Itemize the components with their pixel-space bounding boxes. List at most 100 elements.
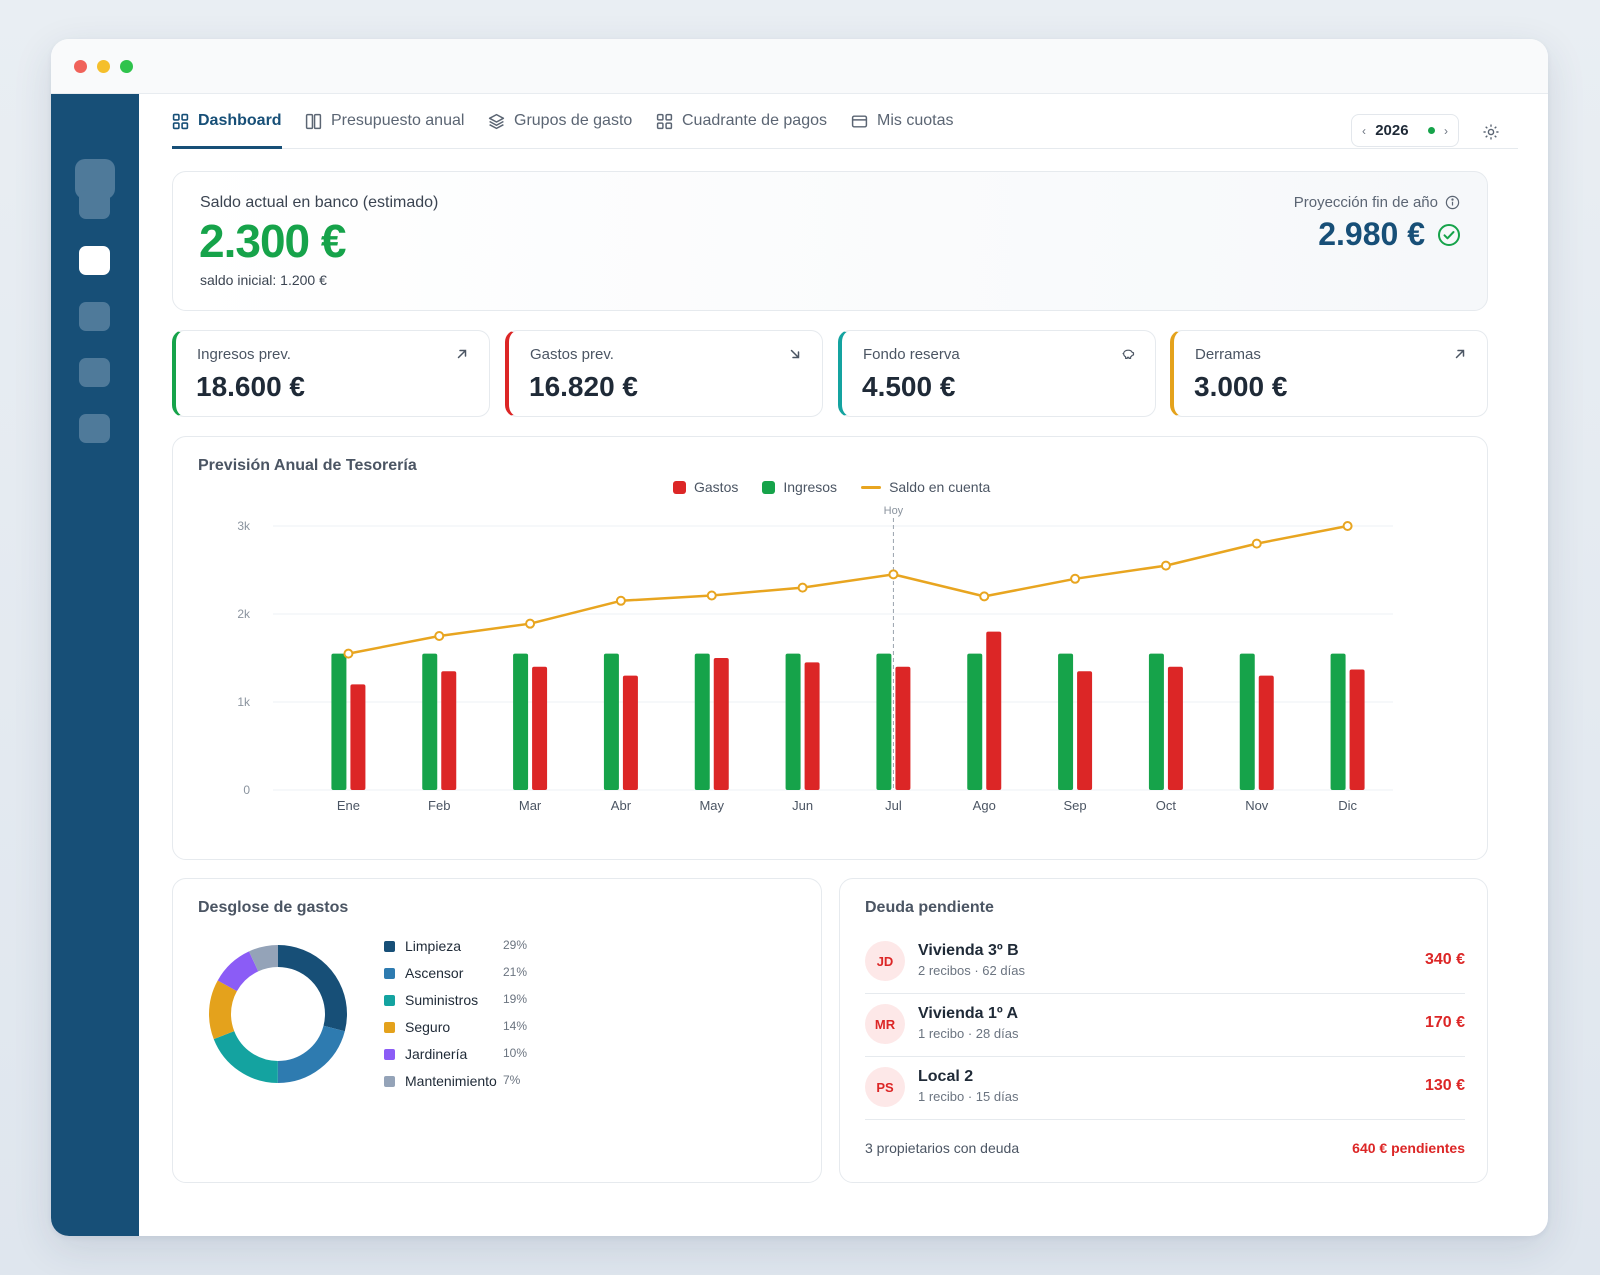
chart-legend: Gastos Ingresos Saldo en cuenta	[673, 479, 990, 495]
legend-item-ingresos[interactable]: Ingresos	[762, 479, 837, 495]
tab-cuadrante-de-pagos[interactable]: Cuadrante de pagos	[656, 112, 827, 149]
bar-gastos	[1077, 671, 1093, 790]
x-tick-label: Ene	[337, 798, 360, 813]
legend-swatch	[762, 480, 776, 494]
kpi-derramas[interactable]: Derramas 3.000 €	[1170, 330, 1488, 417]
unit-name: Local 2	[918, 1068, 974, 1085]
arrow-down-right-icon	[790, 349, 800, 359]
kpi-label: Derramas	[1195, 346, 1261, 363]
unit-name: Vivienda 3º B	[918, 942, 1019, 959]
tab-dashboard[interactable]: Dashboard	[172, 112, 282, 149]
bar-gastos	[1167, 666, 1183, 790]
sidebar-item-3[interactable]	[79, 302, 110, 331]
x-tick-label: Dic	[1338, 798, 1357, 813]
x-tick-label: Jul	[885, 798, 902, 813]
bar-ingresos	[876, 653, 892, 790]
balance-value: 2.300 €	[199, 215, 346, 267]
category-name: Ascensor	[405, 965, 464, 981]
debtor-count: 3 propietarios con deuda	[865, 1140, 1020, 1156]
bar-ingresos	[1239, 653, 1255, 790]
kpi-ingresos[interactable]: Ingresos prev. 18.600 €	[172, 330, 490, 417]
x-tick-label: Sep	[1064, 798, 1087, 813]
legend-item-gastos[interactable]: Gastos	[673, 479, 738, 495]
grid-icon	[656, 113, 673, 130]
avatar: PS	[865, 1067, 905, 1107]
projection-amount: 2.980 €	[1318, 216, 1425, 252]
tab-label: Grupos de gasto	[514, 112, 633, 129]
sidebar-item-4[interactable]	[79, 358, 110, 387]
chart-title: Previsión Anual de Tesorería	[198, 457, 417, 474]
y-tick-label: 2k	[237, 607, 251, 621]
saldo-point	[797, 582, 808, 593]
settings-icon[interactable]	[1481, 122, 1501, 142]
kpi-gastos[interactable]: Gastos prev. 16.820 €	[505, 330, 823, 417]
tab-mis-cuotas[interactable]: Mis cuotas	[851, 112, 953, 149]
chevron-right-icon[interactable]: ›	[1443, 123, 1448, 138]
legend-label: Saldo en cuenta	[889, 479, 991, 495]
category-pct: 10%	[503, 1046, 528, 1060]
saldo-point	[706, 590, 717, 601]
initial-balance: saldo inicial: 1.200 €	[200, 272, 327, 288]
info-icon[interactable]	[1445, 195, 1460, 210]
saldo-point	[1070, 573, 1081, 584]
kpi-value: 4.500 €	[862, 371, 956, 402]
debt-row[interactable]: PS Local 2 1 recibo · 15 días 130 €	[865, 1057, 1465, 1120]
bar-gastos	[1349, 669, 1365, 790]
saldo-point	[1342, 521, 1353, 531]
debt-amount: 130 €	[1424, 1077, 1465, 1094]
bar-gastos	[441, 671, 457, 790]
x-tick-label: Ago	[973, 798, 996, 813]
x-tick-label: Oct	[1156, 798, 1177, 813]
swatch	[384, 1049, 395, 1060]
legend-label: Gastos	[694, 479, 739, 495]
sidebar-item-2-active[interactable]	[79, 246, 110, 275]
tab-presupuesto-anual[interactable]: Presupuesto anual	[305, 112, 464, 149]
swatch	[384, 968, 395, 979]
tab-label: Dashboard	[198, 112, 282, 129]
projection-label-text: Proyección fin de año	[1293, 194, 1438, 211]
bar-ingresos	[1058, 653, 1074, 790]
avatar: MR	[865, 1004, 905, 1044]
legend-item-saldo[interactable]: Saldo en cuenta	[861, 479, 990, 495]
chevron-left-icon[interactable]: ‹	[1362, 123, 1366, 138]
tab-label: Cuadrante de pagos	[682, 112, 827, 129]
bar-gastos	[986, 631, 1002, 790]
kpi-fondo-reserva[interactable]: Fondo reserva 4.500 €	[838, 330, 1156, 417]
kpi-label: Ingresos prev.	[197, 346, 291, 363]
y-tick-label: 0	[243, 783, 250, 797]
debt-amount: 170 €	[1424, 1014, 1465, 1031]
debt-title: Deuda pendiente	[865, 899, 994, 916]
tab-grupos-de-gasto[interactable]: Grupos de gasto	[488, 112, 632, 149]
bar-ingresos	[422, 653, 438, 790]
saldo-point	[434, 631, 445, 641]
saldo-point	[1160, 560, 1171, 571]
debt-row[interactable]: JD Vivienda 3º B 2 recibos · 62 días 340…	[865, 931, 1465, 994]
sidebar	[51, 94, 139, 1236]
arrow-up-right-icon	[457, 349, 467, 359]
bar-ingresos	[1148, 653, 1164, 790]
projection-label: Proyección fin de año	[1294, 194, 1460, 211]
year-selector[interactable]: ‹ 2026 ›	[1351, 114, 1459, 147]
minimize-window-button[interactable]	[97, 60, 110, 73]
swatch	[384, 1022, 395, 1033]
treasury-chart: 0 1k 2k 3k Ene Feb Mar Abr May Jun Jul Ago Sep Oct Nov…	[237, 505, 1393, 813]
kpi-label: Gastos prev.	[530, 346, 614, 363]
x-tick-label: Mar	[519, 798, 542, 813]
tab-bar: Dashboard Presupuesto anual Grupos de ga…	[172, 94, 1518, 149]
bar-ingresos	[785, 653, 801, 790]
close-window-button[interactable]	[74, 60, 87, 73]
y-tick-label: 1k	[237, 695, 251, 709]
debt-row[interactable]: MR Vivienda 1º A 1 recibo · 28 días 170 …	[865, 994, 1465, 1057]
title-bar	[51, 39, 1548, 94]
app-window: Dashboard Presupuesto anual Grupos de ga…	[51, 39, 1548, 1236]
maximize-window-button[interactable]	[120, 60, 133, 73]
sidebar-item-1[interactable]	[79, 190, 110, 219]
x-tick-label: Jun	[792, 798, 813, 813]
breakdown-title: Desglose de gastos	[198, 899, 349, 916]
swatch	[384, 995, 395, 1006]
balance-label: Saldo actual en banco (estimado)	[200, 194, 439, 211]
sidebar-item-5[interactable]	[79, 414, 110, 443]
bar-gastos	[895, 666, 911, 790]
saldo-point	[525, 618, 536, 629]
y-tick-label: 3k	[237, 519, 251, 533]
